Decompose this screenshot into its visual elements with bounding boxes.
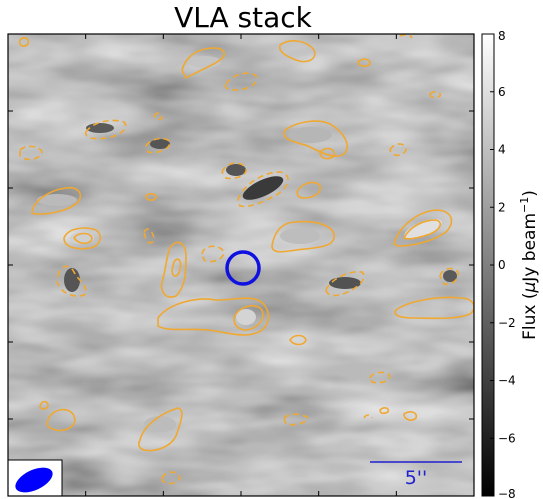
contour-negative: [363, 414, 373, 419]
bright-blob: [280, 228, 320, 244]
colorbar-label-exp: −1: [518, 197, 531, 213]
dark-blob: [150, 139, 170, 149]
bright-blob: [404, 219, 442, 239]
axes-frame: [7, 33, 475, 497]
contour-positive: [271, 220, 335, 253]
contour-negative: [399, 34, 413, 39]
contour-positive: [73, 232, 93, 245]
contour-positive: [296, 181, 322, 199]
contour-negative: [161, 471, 181, 485]
colorbar-label-rest: Jy beam: [520, 213, 540, 283]
target-circle-marker: [225, 250, 261, 286]
dark-blob: [86, 123, 114, 133]
contour-positive: [31, 186, 82, 215]
contour-negative: [19, 145, 43, 161]
contour-negative: [429, 91, 442, 99]
contour-negative: [224, 72, 258, 91]
contour-positive: [357, 58, 371, 67]
contour-positive: [403, 411, 418, 421]
dark-blob: [64, 268, 80, 292]
contour-positive: [402, 219, 442, 240]
contour-negative: [237, 171, 289, 208]
contour-positive: [393, 209, 453, 247]
contour-negative: [325, 270, 365, 297]
contour-negative: [389, 143, 407, 157]
colorbar-tick-label: 8: [498, 29, 506, 43]
positive-contours: [18, 37, 474, 452]
negative-contours: [19, 34, 460, 485]
contour-negative: [439, 267, 460, 286]
contour-negative: [143, 228, 155, 244]
colorbar-tick-label: 0: [498, 258, 506, 272]
dark-blob: [242, 176, 284, 200]
contour-positive: [319, 147, 336, 160]
contour-positive: [278, 40, 316, 63]
colorbar-ticks: 8 6 4 2 0 −2 −4 −6 −8: [490, 29, 516, 499]
bright-sources: [37, 56, 442, 432]
colorbar-label-close: ): [520, 190, 540, 197]
colorbar: 8 6 4 2 0 −2 −4 −6 −8 Flux (μJy beam−1): [481, 29, 540, 499]
contour-negative: [369, 371, 391, 384]
contour-positive: [39, 400, 49, 410]
noise-map: [8, 34, 474, 496]
contour-positive: [289, 334, 307, 346]
bright-blob: [236, 309, 256, 325]
contour-positive: [379, 407, 390, 415]
contour-negative: [153, 112, 163, 121]
scale-bar-label: 5'': [405, 467, 428, 489]
bright-blob: [144, 416, 176, 432]
dark-blob: [226, 164, 246, 176]
contour-positive: [160, 241, 187, 298]
beam-ellipse: [15, 467, 53, 493]
colorbar-tick-label: 4: [498, 143, 506, 157]
chart-title: VLA stack: [174, 1, 313, 34]
contour-positive: [145, 193, 158, 201]
colorbar-tick-label: −6: [498, 431, 516, 445]
contour-negative: [283, 413, 309, 426]
contour-positive: [171, 258, 182, 277]
contour-positive: [138, 407, 183, 452]
contour-positive: [157, 297, 270, 336]
contour-positive: [46, 408, 76, 432]
colorbar-label-main: Flux (: [520, 293, 540, 340]
contour-positive: [283, 120, 348, 157]
contour-positive: [181, 47, 226, 80]
colorbar-tick-label: 2: [498, 200, 506, 214]
dark-blob: [443, 270, 457, 282]
colorbar-tick-label: 6: [498, 85, 506, 99]
contour-positive: [18, 37, 30, 47]
colorbar-tick-label: −2: [498, 316, 516, 330]
colorbar-label: Flux (μJy beam−1): [518, 190, 540, 340]
contour-positive: [63, 227, 102, 250]
bright-blob: [288, 127, 332, 143]
bright-blob: [37, 194, 77, 206]
contour-positive: [394, 296, 474, 320]
dark-blob: [329, 277, 361, 289]
colorbar-label-mu: μ: [520, 282, 540, 294]
dark-sources: [64, 123, 457, 292]
contour-positive: [233, 305, 264, 331]
colorbar-tick-label: −4: [498, 374, 516, 388]
colorbar-tick-label: −8: [498, 487, 516, 499]
frame-ticks: [8, 34, 474, 496]
contour-negative: [84, 119, 127, 140]
image-panel: 5'': [8, 34, 474, 496]
